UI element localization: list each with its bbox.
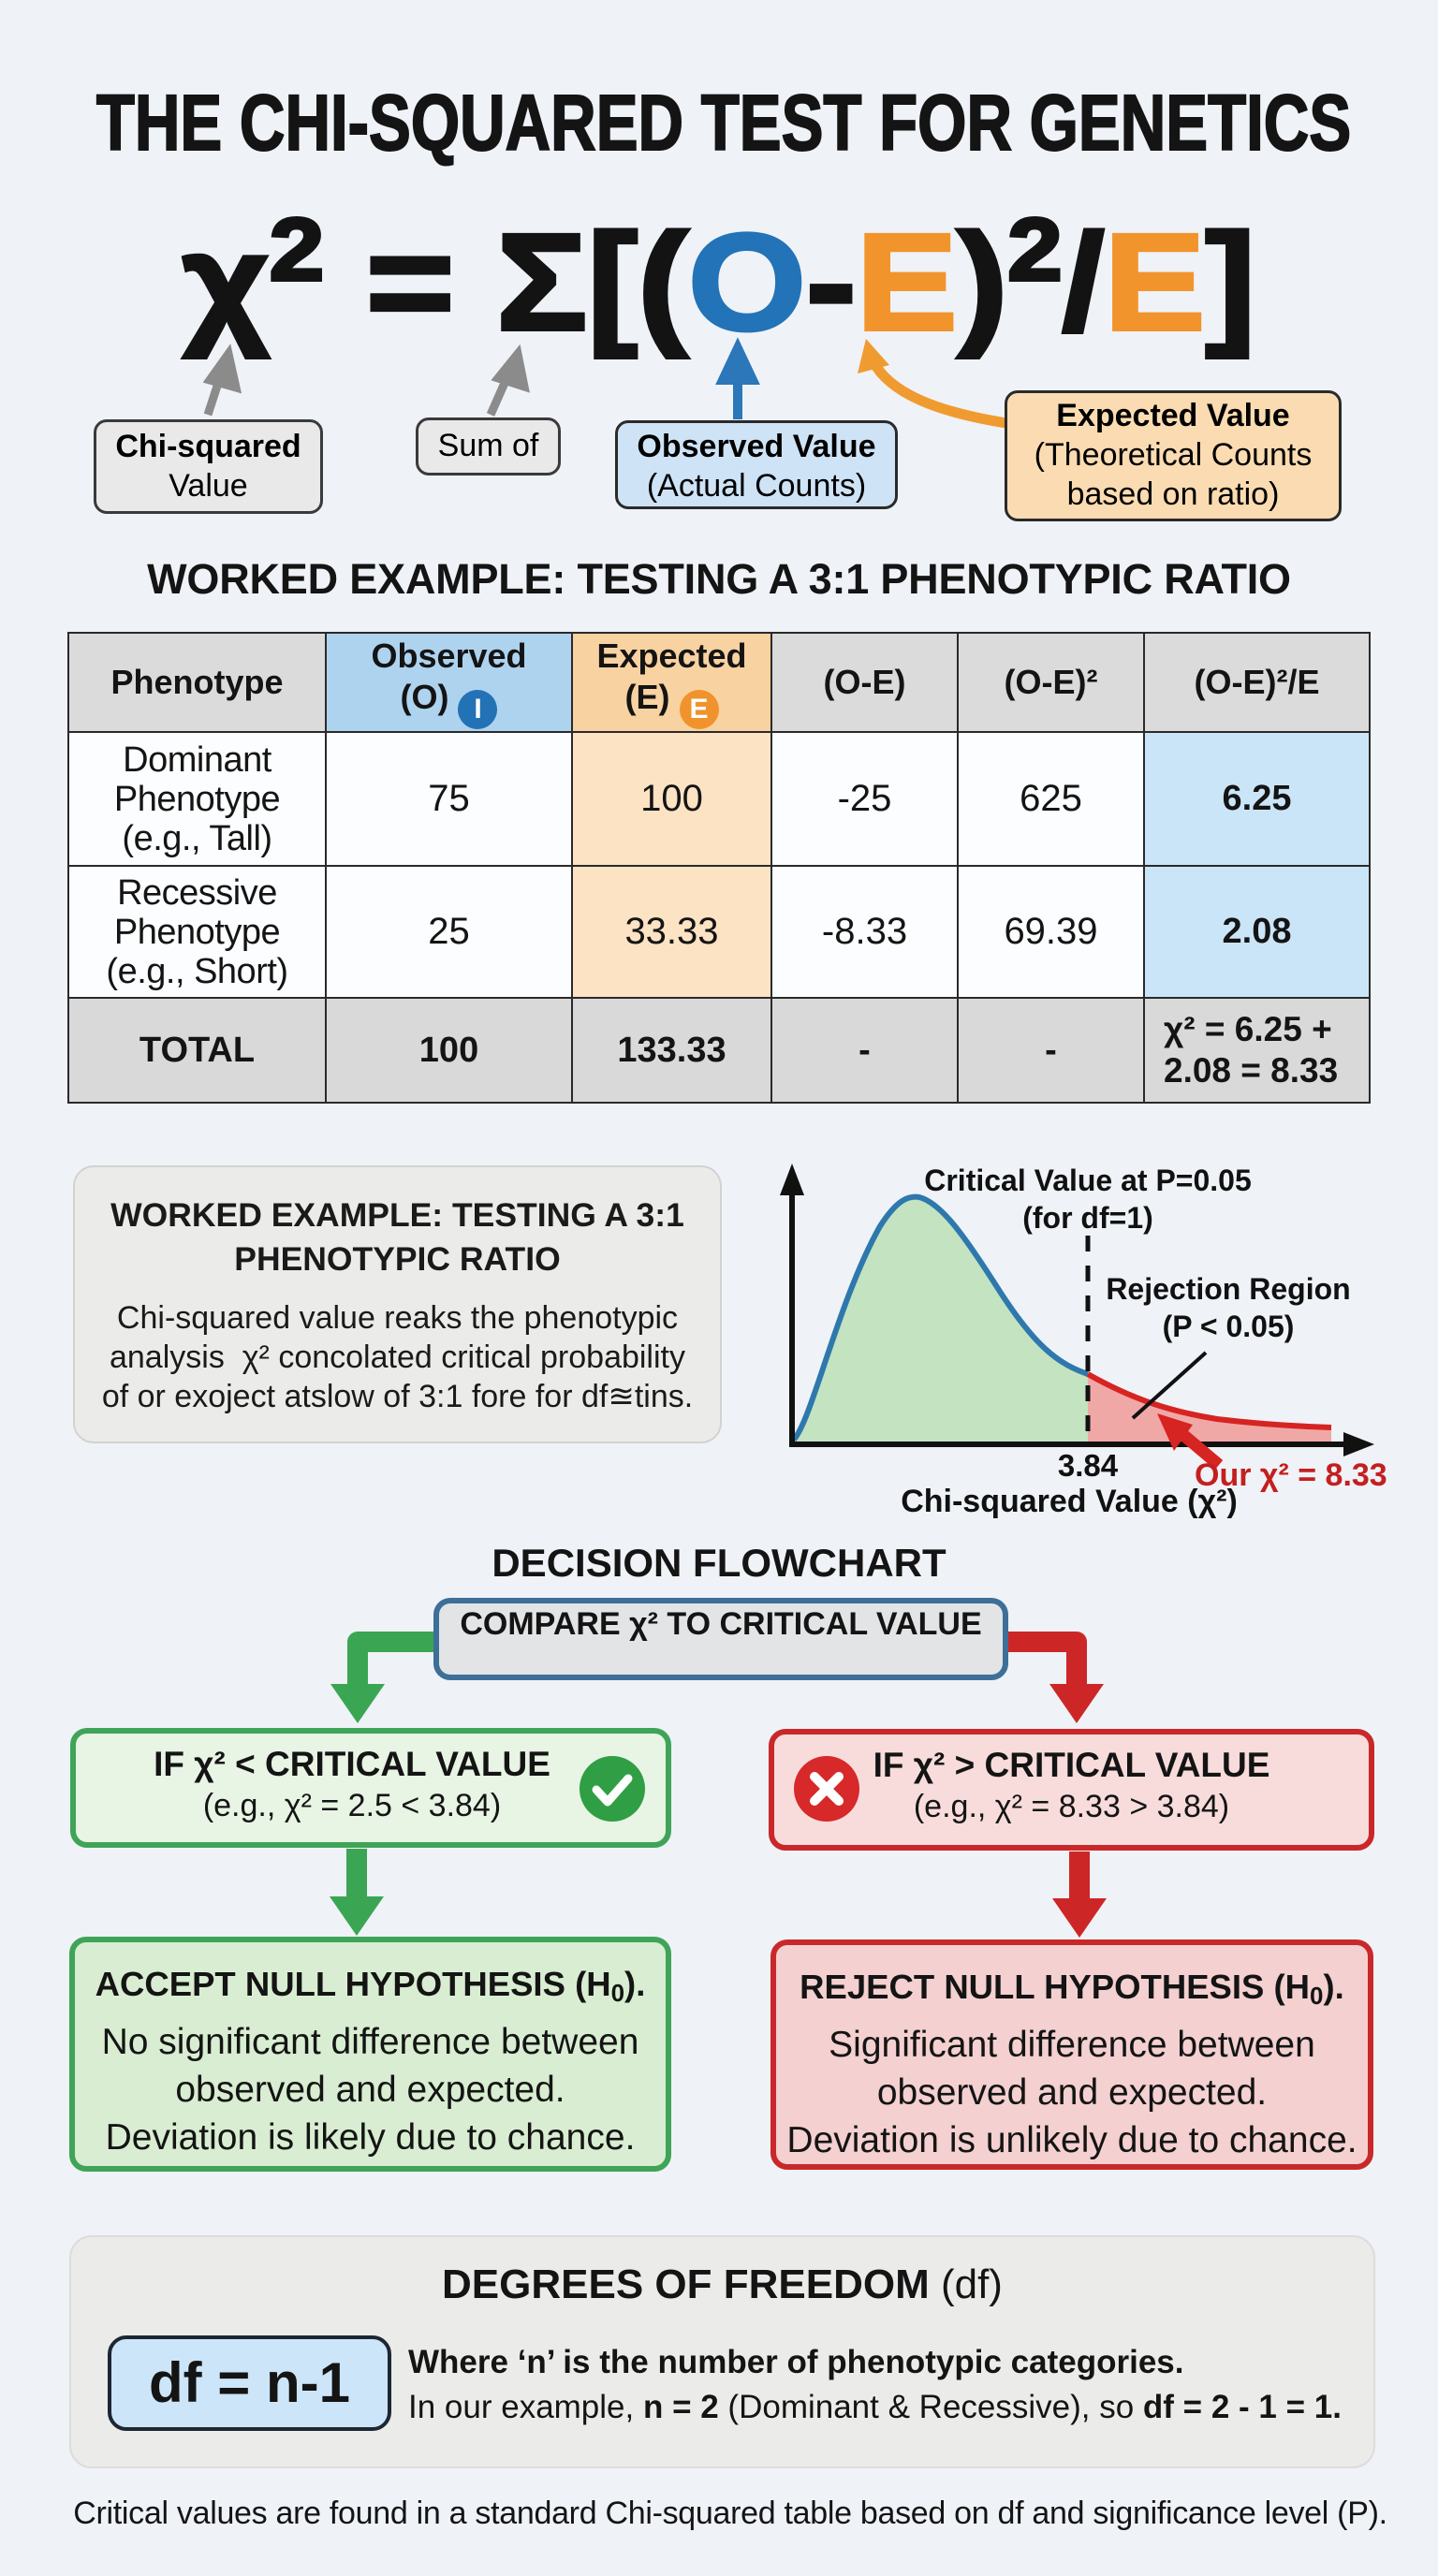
- svg-text:(for df=1): (for df=1): [1022, 1201, 1153, 1235]
- svg-text:Chi-squared Value (χ²): Chi-squared Value (χ²): [901, 1484, 1238, 1519]
- svg-text:Our χ² = 8.33: Our χ² = 8.33: [1195, 1457, 1387, 1493]
- svg-text:Critical Value at P=0.05: Critical Value at P=0.05: [924, 1164, 1252, 1197]
- svg-text:(P < 0.05): (P < 0.05): [1163, 1310, 1295, 1343]
- svg-text:Rejection Region: Rejection Region: [1106, 1272, 1350, 1306]
- svg-text:3.84: 3.84: [1058, 1448, 1119, 1483]
